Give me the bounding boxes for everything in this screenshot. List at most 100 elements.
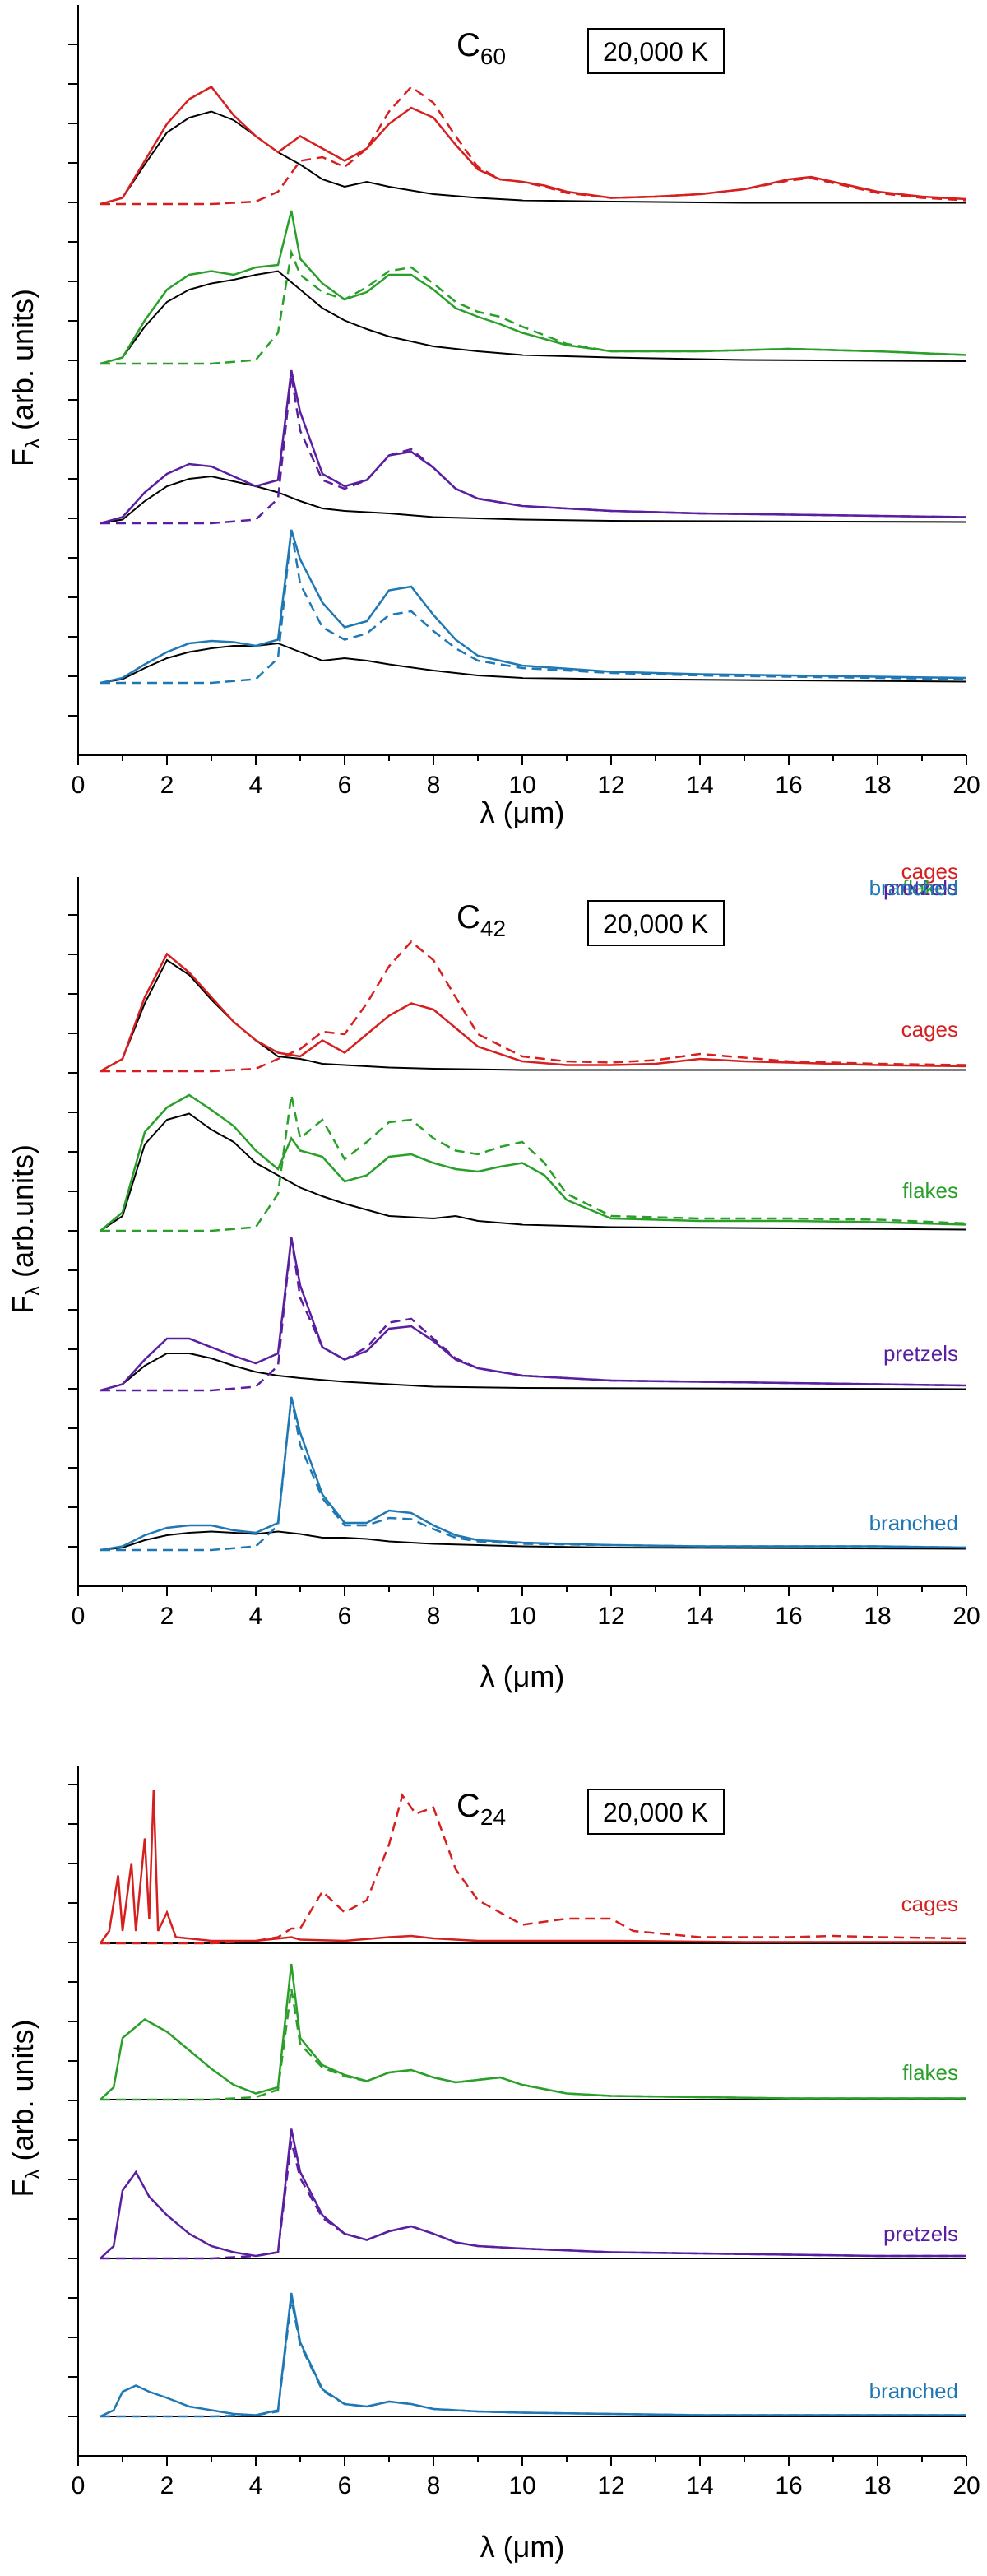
x-tick-label: 12 [597, 1603, 624, 1630]
curve-flakes-neutral [100, 1112, 967, 1232]
x-tick-label: 14 [686, 772, 713, 799]
series-branched: branched [100, 529, 967, 900]
x-tick-label: 0 [72, 2472, 86, 2499]
panel-title: C24 [456, 1788, 506, 1830]
series-pretzels: pretzels [100, 369, 967, 900]
curve-branched-neutral [100, 1530, 967, 1551]
x-tick-label: 14 [686, 2472, 713, 2499]
curve-flakes-dashed [100, 248, 967, 365]
curve-cages-solid [99, 1789, 966, 1944]
x-tick-label: 16 [775, 1603, 802, 1630]
x-tick-label: 20 [952, 772, 980, 799]
temperature-box [587, 1789, 725, 1835]
series-label-flakes: flakes [902, 2060, 958, 2085]
curve-cages-dashed [100, 940, 967, 1073]
series-label-flakes: flakes [902, 1178, 958, 1203]
series-flakes: flakes [100, 1093, 967, 1232]
temperature-box [587, 28, 725, 74]
series-label-cages: cages [901, 1017, 958, 1042]
x-tick-label: 6 [338, 1603, 352, 1630]
x-tick-label: 2 [160, 1603, 174, 1630]
curve-pretzels-dashed [100, 1237, 967, 1392]
y-axis-label: Fλ (arb.units) [6, 1144, 44, 1314]
x-tick-label: 4 [249, 1603, 263, 1630]
curve-cages-dashed [100, 85, 967, 206]
panel-title: C42 [456, 899, 506, 941]
x-tick-label: 2 [160, 772, 174, 799]
x-tick-label: 12 [597, 2472, 624, 2499]
x-tick-label: 2 [160, 2472, 174, 2499]
curve-flakes-solid [100, 210, 967, 365]
series-label-branched: branched [869, 2379, 958, 2403]
curve-pretzels-dashed [100, 2141, 966, 2260]
curve-branched-dashed [100, 1396, 967, 1552]
x-tick-label: 10 [508, 772, 535, 799]
panel-title: C60 [456, 27, 506, 69]
curve-flakes-solid [100, 1963, 966, 2100]
x-tick-label: 4 [249, 2472, 263, 2499]
curve-flakes-neutral [100, 270, 967, 364]
x-tick-label: 0 [72, 1603, 86, 1630]
series-pretzels: pretzels [100, 1237, 967, 1392]
x-tick-label: 12 [597, 772, 624, 799]
series-branched: branched [100, 1396, 967, 1552]
curve-flakes-solid [100, 1093, 967, 1232]
temperature-label: 20,000 K [603, 1798, 708, 1827]
temperature-box [587, 900, 725, 946]
curve-pretzels-solid [100, 369, 967, 525]
series-branched: branched [100, 2292, 966, 2418]
series-label-cages: cages [901, 1891, 958, 1916]
series-flakes: flakes [100, 1963, 966, 2101]
x-tick-label: 10 [508, 2472, 535, 2499]
x-tick-label: 14 [686, 1603, 713, 1630]
curve-cages-dashed [100, 1793, 967, 1945]
series-flakes: flakes [100, 210, 967, 900]
x-axis-label: λ (μm) [480, 2530, 565, 2564]
curve-cages-neutral [100, 958, 966, 1072]
panel-C42: 0 2 4 6 8 10 12 14 16 18 20 λ (μm) Fλ (arb.units) C42… [6, 877, 980, 1693]
series-pretzels: pretzels [100, 2128, 966, 2260]
curve-cages-solid [100, 952, 967, 1073]
curve-pretzels-dashed [100, 374, 967, 525]
series-label-branched: branched [869, 1511, 958, 1535]
curve-pretzels-solid [100, 2128, 966, 2259]
curve-pretzels-solid [100, 1237, 967, 1392]
series-label-branched: branched [869, 875, 958, 900]
x-tick-label: 0 [72, 772, 86, 799]
x-axis-label: λ (μm) [480, 796, 565, 829]
curve-branched-solid [100, 1396, 967, 1552]
panel-C24: 0 2 4 6 8 10 12 14 16 18 20 λ (μm) Fλ (arb. units) C2… [6, 1766, 980, 2564]
x-tick-label: 20 [952, 1603, 980, 1630]
curve-branched-dashed [100, 2299, 966, 2418]
curve-branched-neutral [100, 642, 967, 684]
series-label-cages: cages [901, 859, 958, 884]
temperature-label: 20,000 K [603, 909, 708, 939]
series-cages: cages [99, 1789, 967, 1945]
x-tick-label: 10 [508, 1603, 535, 1630]
x-tick-label: 18 [864, 1603, 891, 1630]
x-tick-label: 16 [775, 2472, 802, 2499]
series-label-pretzels: pretzels [883, 2221, 958, 2246]
x-tick-label: 20 [952, 2472, 980, 2499]
x-tick-label: 6 [338, 772, 352, 799]
x-tick-label: 16 [775, 772, 802, 799]
series-label-pretzels: pretzels [883, 1341, 958, 1366]
x-tick-label: 18 [864, 772, 891, 799]
x-axis-label: λ (μm) [480, 1659, 565, 1693]
y-axis-label: Fλ (arb. units) [6, 289, 44, 466]
curve-cages-neutral [100, 110, 966, 205]
curve-flakes-dashed [100, 1094, 967, 1232]
series-cages: cages [100, 940, 967, 1073]
curve-branched-solid [100, 2292, 966, 2418]
series-label-pretzels: pretzels [883, 875, 958, 900]
curve-cages-solid [100, 85, 967, 206]
temperature-label: 20,000 K [603, 37, 708, 67]
series-label-flakes: flakes [902, 875, 958, 900]
x-tick-label: 8 [427, 1603, 441, 1630]
y-axis-label: Fλ (arb. units) [6, 2019, 44, 2197]
x-tick-label: 6 [338, 2472, 352, 2499]
curve-branched-solid [100, 529, 967, 685]
series-cages: cages [100, 85, 967, 884]
x-tick-label: 4 [249, 772, 263, 799]
